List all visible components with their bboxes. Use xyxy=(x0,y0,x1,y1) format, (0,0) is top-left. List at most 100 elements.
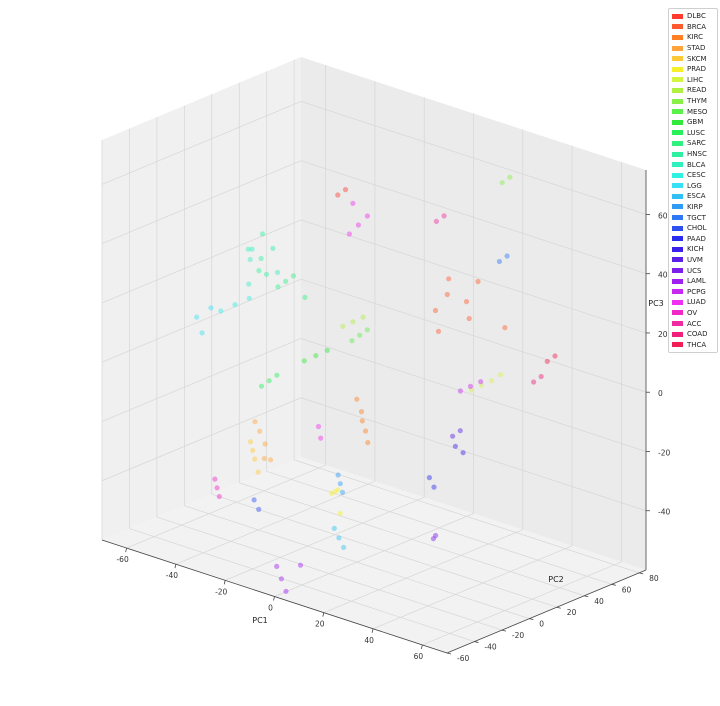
legend-label: LIHC xyxy=(687,75,704,84)
point-luad xyxy=(346,231,352,237)
legend-entry-cesc: CESC xyxy=(672,170,714,181)
legend-entry-sarc: SARC xyxy=(672,138,714,149)
point-brca xyxy=(446,276,452,282)
point-thca xyxy=(552,353,558,359)
legend-label: KIRC xyxy=(687,33,704,42)
side-pane xyxy=(102,57,301,540)
legend-entry-ucs: UCS xyxy=(672,265,714,276)
point-tgct xyxy=(496,258,502,265)
legend-swatch xyxy=(672,34,683,40)
legend-label: THYM xyxy=(687,97,707,106)
point-hnsc xyxy=(263,271,270,277)
point-blca xyxy=(249,246,255,252)
point-blca xyxy=(246,281,252,287)
point-lihc xyxy=(489,378,495,384)
legend-swatch xyxy=(672,162,683,168)
legend-entry-tgct: TGCT xyxy=(672,212,714,223)
point-prad xyxy=(329,490,335,496)
legend-label: PAAD xyxy=(687,234,706,243)
legend-label: COAD xyxy=(687,330,708,339)
point-laml xyxy=(297,562,304,568)
point-meso xyxy=(349,338,355,344)
z-tick-label: 20 xyxy=(658,330,668,339)
grid-line xyxy=(184,505,530,619)
legend-entry-uvm: UVM xyxy=(672,255,714,266)
x-tick-label: 40 xyxy=(364,636,374,645)
point-meso xyxy=(364,327,370,333)
point-blca xyxy=(274,269,281,275)
x-tick-mark xyxy=(223,580,226,585)
y-tick-mark xyxy=(556,606,561,609)
legend-swatch xyxy=(672,87,683,93)
legend-swatch xyxy=(672,66,683,72)
point-dlbc xyxy=(335,192,341,198)
grid-line xyxy=(101,278,302,363)
y-tick-label: -60 xyxy=(457,654,469,663)
legend-swatch xyxy=(672,278,683,284)
point-kich xyxy=(460,450,466,456)
point-paad xyxy=(426,475,432,481)
legend-swatch xyxy=(672,151,683,157)
grid-line xyxy=(422,561,622,646)
point-pcpg xyxy=(467,383,474,389)
legend-entry-meso: MESO xyxy=(672,106,714,117)
grid-line xyxy=(101,397,302,482)
x-tick-label: 0 xyxy=(268,604,273,613)
x-tick-mark xyxy=(273,596,275,601)
grid-line xyxy=(323,529,523,613)
legend-label: SARC xyxy=(687,139,706,148)
y-tick-mark xyxy=(584,595,589,598)
legend-entry-read: READ xyxy=(672,85,714,96)
point-acc xyxy=(441,213,447,219)
axes: -60 -40 -20 0 20 40 60 -60 -40 -20 0 20 40 60 80 -40 -20… xyxy=(101,170,670,663)
grid-line xyxy=(300,101,647,215)
legend-label: LGG xyxy=(687,181,702,190)
point-esca xyxy=(331,525,337,532)
x-tick-label: -60 xyxy=(116,555,128,564)
z-tick-label: 60 xyxy=(658,211,668,220)
point-chol xyxy=(256,506,262,512)
legend-swatch xyxy=(672,119,683,125)
point-blca xyxy=(245,246,251,252)
legend-label: LUAD xyxy=(687,298,706,307)
axis-panes xyxy=(102,57,646,653)
point-laml xyxy=(278,576,284,582)
legend-label: SKCM xyxy=(687,54,707,63)
legend-swatch xyxy=(672,342,683,348)
legend-entry-kirp: KIRP xyxy=(672,202,714,213)
point-kirc xyxy=(358,409,365,415)
point-stad xyxy=(268,457,274,463)
legend-swatch xyxy=(672,310,683,316)
legend-entry-gbm: GBM xyxy=(672,117,714,128)
y-tick-label: 0 xyxy=(539,620,544,629)
point-kirp xyxy=(335,472,341,478)
legend-swatch xyxy=(672,172,683,178)
legend-swatch xyxy=(672,236,683,242)
y-tick-label: 20 xyxy=(567,608,577,617)
legend-label: HNSC xyxy=(687,150,707,159)
legend-entry-coad: COAD xyxy=(672,329,714,340)
point-coad xyxy=(538,373,544,380)
legend-label: BRCA xyxy=(687,22,706,31)
point-skcm xyxy=(252,456,258,462)
x-tick-label: 20 xyxy=(315,620,325,629)
point-cesc xyxy=(218,308,224,314)
x-tick-mark xyxy=(371,628,374,633)
legend-entry-lgg: LGG xyxy=(672,181,714,192)
x-axis-label: PC1 xyxy=(252,616,268,625)
point-brca xyxy=(475,278,481,285)
point-gbm xyxy=(301,358,307,364)
legend-label: UCS xyxy=(687,266,702,275)
grid-line xyxy=(101,338,302,422)
point-kirp xyxy=(337,481,343,487)
z-axis-label: PC3 xyxy=(648,299,664,308)
legend-entry-brca: BRCA xyxy=(672,22,714,33)
point-lusc xyxy=(258,383,265,389)
point-lihc xyxy=(498,372,504,378)
point-ov xyxy=(216,493,222,500)
legend-entry-ov: OV xyxy=(672,308,714,319)
point-pcpg xyxy=(478,379,484,385)
legend-entry-kich: KICH xyxy=(672,244,714,255)
legend-swatch xyxy=(672,299,683,305)
point-cesc xyxy=(246,295,252,301)
